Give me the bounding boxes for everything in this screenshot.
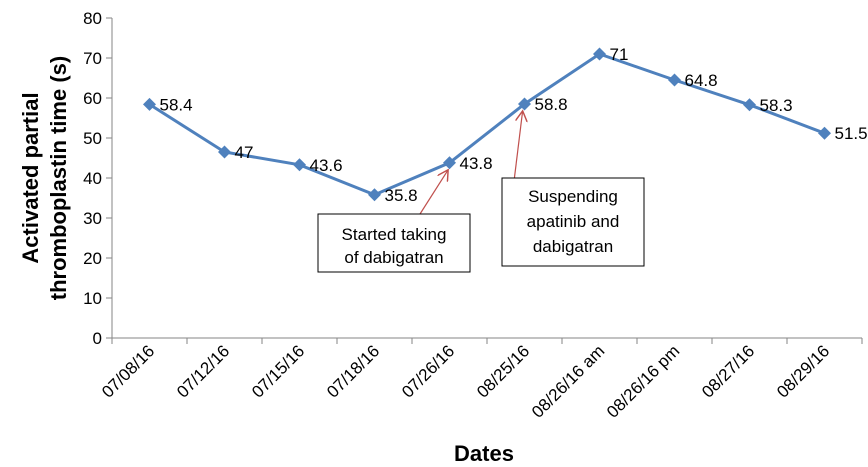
- data-label: 43.8: [460, 154, 493, 173]
- data-point-marker: [743, 98, 756, 112]
- y-tick-label: 30: [83, 209, 102, 228]
- x-tick-label: 07/26/16: [398, 341, 458, 401]
- x-axis-title: Dates: [454, 441, 514, 466]
- x-tick-label: 08/29/16: [773, 341, 833, 401]
- y-tick-label: 0: [93, 329, 102, 348]
- y-tick-label: 10: [83, 289, 102, 308]
- series-line: [148, 52, 826, 197]
- annotations: Started taking of dabigatran Suspending …: [317, 112, 645, 273]
- y-tick-label: 60: [83, 89, 102, 108]
- data-point-marker: [218, 145, 231, 159]
- x-tick-label: 08/26/16 pm: [603, 341, 683, 421]
- data-label: 71: [610, 45, 629, 64]
- annotation-started-line-1: Started taking: [342, 225, 447, 244]
- data-label: 47: [235, 143, 254, 162]
- data-point-marker: [518, 97, 531, 111]
- data-label: 64.8: [685, 71, 718, 90]
- data-point-marker: [443, 156, 456, 170]
- data-point-marker: [818, 126, 831, 140]
- x-tick-label: 08/25/16: [473, 341, 533, 401]
- x-tick-label: 07/08/16: [98, 341, 158, 401]
- data-label: 58.4: [160, 95, 193, 114]
- data-label: 58.8: [535, 95, 568, 114]
- data-label: 35.8: [385, 186, 418, 205]
- data-label: 43.6: [310, 156, 343, 175]
- x-tick-label: 07/12/16: [173, 341, 233, 401]
- annotation-suspending-line-1: Suspending: [528, 187, 618, 206]
- data-label: 51.5: [835, 124, 868, 143]
- y-axis-title-line-1: Activated partial: [18, 92, 43, 263]
- annotation-suspending-line-2: apatinib and: [527, 212, 620, 231]
- y-tick-label: 50: [83, 129, 102, 148]
- data-point-marker: [143, 97, 156, 111]
- y-axis-title-line-2: thromboplastin time (s): [46, 56, 71, 300]
- data-point-marker: [668, 73, 681, 87]
- annotation-arrow-started: [419, 171, 448, 215]
- annotation-box-suspending: [501, 177, 645, 267]
- y-axis-ticks: 0 10 20 30 40 50 60 70 80: [83, 9, 112, 348]
- data-point-marker: [368, 188, 381, 202]
- series-markers: [143, 47, 831, 202]
- data-label: 58.3: [760, 96, 793, 115]
- x-axis-ticks: 07/08/16 07/12/16 07/15/16 07/18/16 07/26/16…: [98, 338, 863, 422]
- annotation-box-started: [317, 213, 471, 273]
- x-tick-label: 08/27/16: [698, 341, 758, 401]
- y-tick-label: 20: [83, 249, 102, 268]
- y-tick-label: 70: [83, 49, 102, 68]
- data-labels: 58.4 47 43.6 35.8 43.8 58.8 71 64.8 58.3 51.5: [160, 45, 868, 205]
- x-tick-label: 07/18/16: [323, 341, 383, 401]
- y-tick-label: 40: [83, 169, 102, 188]
- data-point-marker: [293, 158, 306, 172]
- annotation-started-line-2: of dabigatran: [344, 248, 443, 267]
- data-point-marker: [593, 47, 606, 61]
- y-tick-label: 80: [83, 9, 102, 28]
- annotation-suspending-line-3: dabigatran: [533, 237, 613, 256]
- x-tick-label: 08/26/16 am: [528, 341, 608, 421]
- x-tick-label: 07/15/16: [248, 341, 308, 401]
